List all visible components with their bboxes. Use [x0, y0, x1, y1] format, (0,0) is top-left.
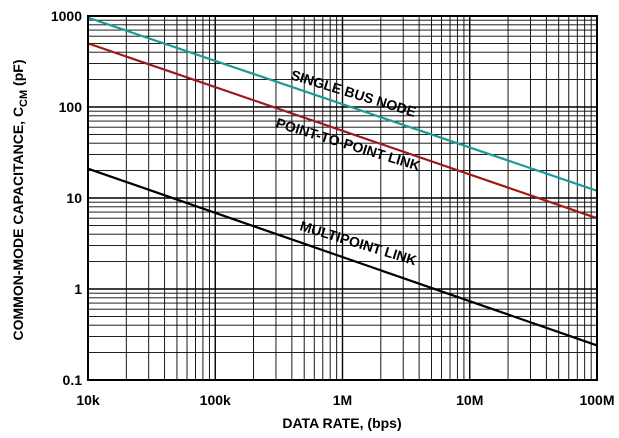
x-tick-label: 100M — [579, 392, 614, 408]
y-tick-label: 1 — [74, 281, 82, 297]
series-line-1 — [87, 42, 598, 220]
series-layer — [87, 16, 598, 347]
x-tick-label: 100k — [200, 392, 231, 408]
x-tick-label: 1M — [333, 392, 352, 408]
y-tick-label: 1000 — [51, 8, 82, 24]
y-tick-label: 10 — [66, 190, 82, 206]
y-axis-label-subscript: CM — [18, 90, 30, 107]
x-tick-label: 10k — [76, 392, 100, 408]
series-line-2 — [87, 167, 598, 347]
x-tick-label: 10M — [456, 392, 483, 408]
y-axis-label-unit: (pF) — [10, 59, 26, 89]
plot-frame — [87, 15, 598, 381]
y-axis-label: COMMON-MODE CAPACITANCE, CCM (pF) — [10, 59, 30, 340]
tick-labels: 10k 100k 1M 10M 100M 0.1 1 10 100 1000 — [51, 8, 615, 408]
y-tick-label: 100 — [59, 99, 83, 115]
series-line-0 — [87, 16, 598, 192]
y-axis-label-main: COMMON-MODE CAPACITANCE, C — [10, 107, 26, 341]
x-axis-label: DATA RATE, (bps) — [282, 415, 401, 431]
y-tick-label: 0.1 — [63, 372, 83, 388]
